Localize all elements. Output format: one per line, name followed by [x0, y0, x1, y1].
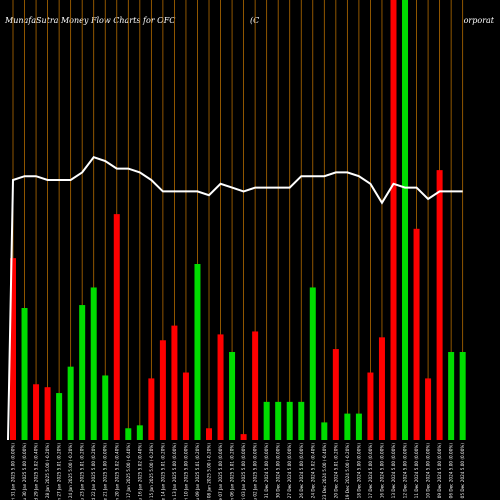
x-tick-label: Tue 10 Dec 2024 5.00 (0.00%) [426, 443, 431, 500]
flow-bar [79, 305, 86, 440]
x-tick-label: Thu 26 Dec 2024 5.00 (0.00%) [299, 443, 304, 500]
chart-title-company-end: orporat [463, 16, 494, 25]
flow-bar [378, 337, 385, 440]
flow-bar [402, 0, 409, 441]
x-tick-label: Fri 10 Jan 2025 5.00 (0.00%) [183, 443, 188, 500]
x-tick-label: Thu 05 Dec 2024 5.00 (0.00%) [460, 443, 465, 500]
x-tick-label: Wed 22 Jan 2025 5.00 (0.20%) [91, 443, 96, 500]
x-tick-label: Wed 18 Dec 2024 5.00 (0.00%) [356, 443, 361, 500]
flow-bar [229, 352, 236, 440]
flow-bar [21, 308, 28, 440]
flow-bar [425, 378, 432, 440]
x-tick-label: Mon 20 Jan 2025 5.02 (0.40%) [114, 443, 119, 500]
x-tick-label: Thu 02 Jan 2025 5.00 (0.00%) [253, 443, 258, 500]
x-tick-label: Mon 23 Dec 2024 5.00 (-0.40%) [322, 443, 327, 500]
flow-bar [33, 384, 40, 440]
x-tick-label: Mon 13 Jan 2025 5.00 (0.00%) [172, 443, 177, 500]
flow-bar [413, 228, 420, 440]
flow-bar [240, 434, 247, 440]
flow-bar [355, 413, 362, 440]
flow-bar [459, 352, 466, 440]
flow-bar [171, 325, 178, 440]
flow-bar [390, 0, 397, 441]
x-tick-label: Wed 15 Jan 2025 5.00 (-0.20%) [149, 443, 154, 500]
x-tick-label: Tue 07 Jan 2025 5.00 (0.00%) [218, 443, 223, 500]
x-tick-label: Thu 16 Jan 2025 5.02 (0.40%) [137, 443, 142, 500]
flow-bar [448, 352, 455, 440]
flow-bar [217, 334, 224, 440]
flow-bar [67, 366, 74, 440]
x-tick-label: Tue 31 Dec 2024 5.00 (0.00%) [264, 443, 269, 500]
x-tick-label: Thu 19 Dec 2024 5.00 (-0.20%) [345, 443, 350, 500]
flow-bar [321, 422, 328, 440]
flow-bar [309, 287, 316, 440]
x-tick-label: Thu 09 Jan 2025 5.01 (0.20%) [195, 443, 200, 500]
flow-bar [436, 170, 443, 440]
flow-bar [56, 393, 63, 440]
flow-bar [206, 428, 213, 440]
x-tick-label: Wed 08 Jan 2025 5.00 (-0.20%) [207, 443, 212, 500]
x-tick-label: Thu 30 Jan 2025 5.00 (0.00%) [22, 443, 27, 500]
x-tick-label: Tue 14 Jan 2025 5.01 (0.20%) [160, 443, 165, 500]
flow-bar [286, 401, 293, 440]
flow-bar [10, 258, 16, 440]
flow-bar [275, 401, 282, 440]
x-tick-label: Fri 17 Jan 2025 5.00 (-0.40%) [126, 443, 131, 500]
flow-bar [194, 264, 201, 440]
x-tick-label: Wed 29 Jan 2025 5.02 (0.40%) [34, 443, 39, 500]
x-tick-label: Mon 30 Dec 2024 5.00 (0.00%) [276, 443, 281, 500]
flow-bar [367, 372, 374, 440]
x-tick-label: Fri 20 Dec 2024 5.01 (0.20%) [333, 443, 338, 500]
flow-bar [332, 349, 339, 440]
flow-bar [125, 428, 132, 440]
price-line [7, 156, 463, 441]
x-tick-label: Tue 17 Dec 2024 5.00 (0.00%) [368, 443, 373, 500]
flow-bar [90, 287, 97, 440]
x-tick-label: Thu 23 Jan 2025 5.01 (0.20%) [80, 443, 85, 500]
flow-bar [252, 331, 259, 440]
chart-title: MunafaSutra Money Flow Charts for OFC [5, 16, 176, 25]
x-tick-label: Fri 31 Jan 2025 5.00 (0.00%) [11, 443, 16, 500]
flow-bar [136, 425, 143, 440]
flow-bar [44, 387, 51, 440]
flow-bar [113, 214, 120, 440]
flow-bar [182, 372, 189, 440]
x-tick-label: Tue 21 Jan 2025 5.00 (0.00%) [103, 443, 108, 500]
x-tick-label: Thu 12 Dec 2024 5.00 (0.00%) [403, 443, 408, 500]
x-tick-label: Mon 06 Jan 2025 5.01 (0.20%) [230, 443, 235, 500]
flow-bar [148, 378, 155, 440]
x-tick-label: Mon 27 Jan 2025 5.01 (0.20%) [57, 443, 62, 500]
x-tick-label: Mon 09 Dec 2024 5.00 (0.00%) [437, 443, 442, 500]
flow-bar [298, 401, 305, 440]
flow-bar [102, 375, 109, 440]
x-tick-label: Fri 06 Dec 2024 5.00 (0.00%) [449, 443, 454, 500]
flow-bar [159, 340, 166, 440]
x-tick-label: Tue 28 Jan 2025 5.00 (-0.20%) [45, 443, 50, 500]
x-tick-label: Fri 13 Dec 2024 5.00 (0.00%) [391, 443, 396, 500]
flow-bar [263, 401, 270, 440]
x-tick-label: Fri 24 Jan 2025 5.00 (-0.20%) [68, 443, 73, 500]
x-tick-label: Fri 03 Jan 2025 5.00 (0.00%) [241, 443, 246, 500]
x-tick-label: Tue 24 Dec 2024 5.02 (0.40%) [310, 443, 315, 500]
x-tick-label: Mon 16 Dec 2024 5.00 (0.00%) [379, 443, 384, 500]
flow-bar [344, 413, 351, 440]
chart-title-company-start: (C [250, 16, 260, 25]
x-tick-label: Fri 27 Dec 2024 5.00 (0.00%) [287, 443, 292, 500]
x-tick-label: Wed 11 Dec 2024 5.00 (0.00%) [414, 443, 419, 500]
